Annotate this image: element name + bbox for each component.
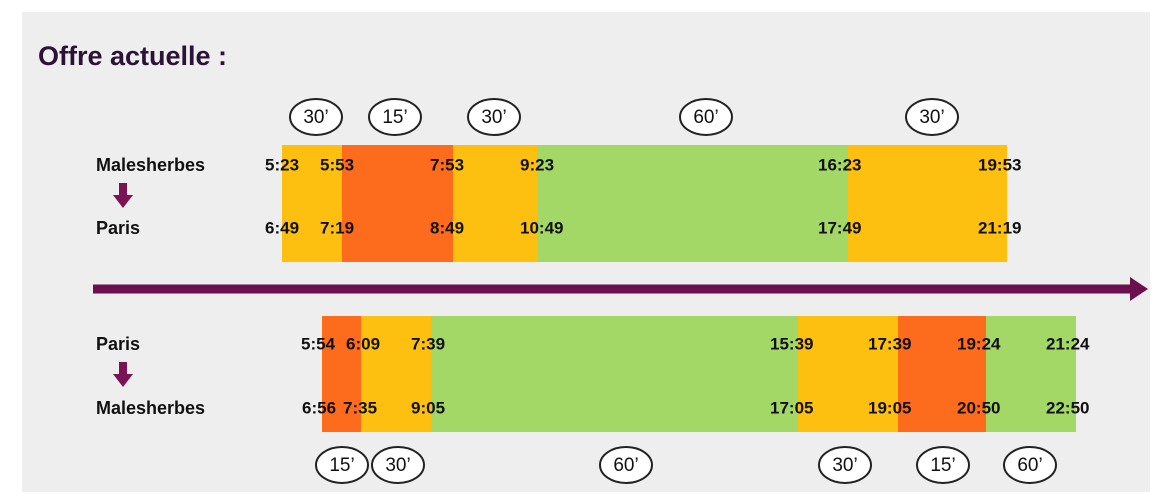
frequency-badge bbox=[916, 446, 970, 484]
departure-time: 5:54 bbox=[301, 334, 336, 353]
departure-time: 17:39 bbox=[868, 334, 911, 353]
departure-time: 9:23 bbox=[520, 155, 554, 174]
frequency-badge bbox=[368, 98, 422, 136]
station-to: Malesherbes bbox=[96, 398, 205, 418]
frequency-badge bbox=[371, 446, 425, 484]
arrival-time: 6:49 bbox=[265, 218, 299, 237]
frequency-label: 30’ bbox=[919, 107, 944, 128]
time-segment bbox=[322, 316, 361, 432]
time-segment bbox=[431, 316, 798, 432]
frequency-badge bbox=[679, 98, 733, 136]
time-segment bbox=[361, 316, 431, 432]
station-from: Malesherbes bbox=[96, 155, 205, 175]
frequency-label: 60’ bbox=[613, 455, 638, 476]
departure-time: 16:23 bbox=[818, 155, 861, 174]
frequency-label: 60’ bbox=[1017, 455, 1042, 476]
arrival-time: 7:19 bbox=[320, 218, 354, 237]
frequency-label: 60’ bbox=[693, 107, 718, 128]
arrival-time: 10:49 bbox=[520, 218, 563, 237]
frequency-label: 30’ bbox=[303, 107, 328, 128]
frequency-badge bbox=[289, 98, 343, 136]
departure-time: 19:24 bbox=[957, 334, 1001, 353]
frequency-badge bbox=[599, 446, 653, 484]
time-segment bbox=[798, 316, 898, 432]
frequency-badge bbox=[1003, 446, 1057, 484]
frequency-badge bbox=[905, 98, 959, 136]
arrival-time: 9:05 bbox=[411, 398, 445, 417]
frequency-label: 15’ bbox=[930, 455, 955, 476]
time-segment bbox=[848, 145, 1007, 262]
title: Offre actuelle : bbox=[38, 41, 227, 71]
direction-arrow bbox=[113, 362, 133, 387]
arrival-time: 7:35 bbox=[343, 398, 377, 417]
arrival-time: 6:56 bbox=[302, 398, 336, 417]
departure-time: 7:53 bbox=[430, 155, 464, 174]
arrival-time: 21:19 bbox=[978, 218, 1021, 237]
bands bbox=[282, 145, 1076, 432]
frequency-label: 15’ bbox=[329, 455, 354, 476]
arrival-time: 22:50 bbox=[1046, 398, 1089, 417]
departure-time: 7:39 bbox=[411, 334, 445, 353]
frequency-label: 30’ bbox=[832, 455, 857, 476]
time-segment bbox=[537, 145, 848, 262]
departure-time: 6:09 bbox=[346, 334, 380, 353]
direction-arrow bbox=[113, 183, 133, 208]
arrival-time: 8:49 bbox=[430, 218, 464, 237]
frequency-label: 30’ bbox=[385, 455, 410, 476]
time-segment bbox=[282, 145, 342, 262]
arrival-time: 19:05 bbox=[868, 398, 911, 417]
departure-time: 19:53 bbox=[978, 155, 1021, 174]
time-segment bbox=[986, 316, 1076, 432]
departure-time: 5:53 bbox=[320, 155, 354, 174]
time-segment bbox=[342, 145, 453, 262]
frequency-badge bbox=[818, 446, 872, 484]
time-segment bbox=[453, 145, 537, 262]
arrival-time: 20:50 bbox=[957, 398, 1000, 417]
departure-time: 5:23 bbox=[265, 155, 299, 174]
frequency-label: 15’ bbox=[382, 107, 407, 128]
station-from: Paris bbox=[96, 334, 140, 354]
arrival-time: 17:49 bbox=[818, 218, 861, 237]
frequency-label: 30’ bbox=[481, 107, 506, 128]
frequency-badge bbox=[315, 446, 369, 484]
frequency-badge bbox=[467, 98, 521, 136]
time-segment bbox=[898, 316, 986, 432]
station-to: Paris bbox=[96, 218, 140, 238]
arrival-time: 17:05 bbox=[770, 398, 813, 417]
departure-time: 15:39 bbox=[770, 334, 813, 353]
departure-time: 21:24 bbox=[1046, 334, 1090, 353]
timeline-arrowhead bbox=[1130, 277, 1148, 301]
